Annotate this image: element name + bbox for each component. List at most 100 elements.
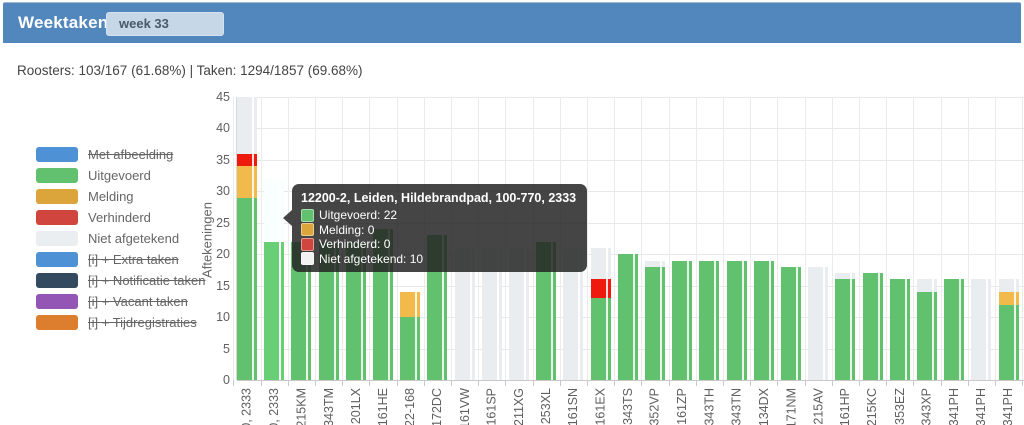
bar-segment-melding bbox=[999, 292, 1019, 305]
bar-343xp[interactable] bbox=[917, 279, 937, 380]
bar-343th[interactable] bbox=[699, 261, 719, 380]
legend-item-uitgevoerd[interactable]: Uitgevoerd bbox=[36, 168, 205, 183]
legend-item--i-vacant-taken[interactable]: [i] + Vacant taken bbox=[36, 294, 205, 309]
bar-segment-uitgevoerd bbox=[699, 261, 719, 380]
bar-341ph[interactable] bbox=[944, 279, 964, 380]
x-axis-label: 343TH bbox=[702, 388, 716, 425]
gridline-vertical bbox=[641, 97, 642, 380]
x-axis-label: 161SP bbox=[485, 388, 499, 425]
gridline-horizontal bbox=[237, 160, 1024, 161]
x-axis-label: 172DC bbox=[430, 388, 444, 425]
x-axis-label: 134DX bbox=[757, 388, 771, 425]
x-axis-label: 211XG bbox=[512, 388, 526, 425]
x-axis-label: 341PH bbox=[947, 388, 961, 425]
bar-segment-melding bbox=[237, 166, 257, 197]
bar-segment-uitgevoerd bbox=[237, 198, 257, 380]
bar-segment-uitgevoerd bbox=[863, 273, 883, 380]
bar-341ph[interactable] bbox=[971, 279, 991, 380]
x-axis-label: 215KM bbox=[294, 388, 308, 425]
bar-segment-uitgevoerd bbox=[264, 242, 284, 380]
legend-swatch bbox=[36, 294, 78, 309]
y-axis-tick-label: 10 bbox=[180, 310, 230, 324]
gridline-vertical bbox=[1022, 97, 1023, 380]
tooltip-value: Melding: 0 bbox=[319, 223, 374, 238]
x-axis-label: 343XP bbox=[920, 388, 934, 425]
tooltip-title: 12200-2, Leiden, Hildebrandpad, 100-770,… bbox=[301, 190, 576, 206]
gridline-vertical bbox=[941, 97, 942, 380]
tooltip-row-verhinderd: Verhinderd: 0 bbox=[301, 237, 576, 252]
gridline-vertical bbox=[832, 97, 833, 380]
bar-segment-niet-afgetekend bbox=[808, 267, 828, 380]
gridline-horizontal bbox=[237, 97, 1024, 98]
x-axis-label: 343TM bbox=[322, 388, 336, 425]
gridline-vertical bbox=[723, 97, 724, 380]
tooltip-swatch bbox=[301, 252, 314, 265]
legend-label: Niet afgetekend bbox=[88, 231, 179, 246]
bar-12200-2-leiden-hildebrandpad-100-770-2333[interactable] bbox=[264, 179, 284, 380]
bar-segment-melding bbox=[400, 292, 420, 317]
gridline-vertical bbox=[968, 97, 969, 380]
legend-swatch bbox=[36, 189, 78, 204]
tooltip-value: Niet afgetekend: 10 bbox=[319, 252, 423, 267]
legend-swatch bbox=[36, 168, 78, 183]
bar-215kc[interactable] bbox=[863, 273, 883, 380]
bar-343ts[interactable] bbox=[618, 254, 638, 380]
tooltip-swatch bbox=[301, 223, 314, 236]
bar-segment-uitgevoerd bbox=[400, 317, 420, 380]
bar-0-2333[interactable] bbox=[237, 97, 257, 380]
x-axis-label: 161ZP bbox=[675, 388, 689, 425]
tooltip-row-niet-afgetekend: Niet afgetekend: 10 bbox=[301, 252, 576, 267]
x-axis-label: 341PH bbox=[1002, 388, 1016, 425]
legend-label: [i] + Vacant taken bbox=[88, 294, 188, 309]
bar-segment-niet-afgetekend bbox=[971, 279, 991, 380]
gridline-vertical bbox=[777, 97, 778, 380]
y-axis-tick-label: 25 bbox=[180, 216, 230, 230]
y-axis-tick-label: 0 bbox=[180, 373, 230, 387]
bar-352vp[interactable] bbox=[645, 261, 665, 380]
tooltip-swatch bbox=[301, 238, 314, 251]
bar-segment-uitgevoerd bbox=[781, 267, 801, 380]
bar-161ex[interactable] bbox=[591, 248, 611, 380]
bar-segment-uitgevoerd bbox=[944, 279, 964, 380]
page-header: Weektaken week 33 bbox=[3, 2, 1021, 43]
x-axis-label: 201LX bbox=[349, 388, 363, 424]
x-axis-label: 343TS bbox=[621, 388, 635, 425]
tooltip-row-uitgevoerd: Uitgevoerd: 22 bbox=[301, 208, 576, 223]
legend-swatch bbox=[36, 252, 78, 267]
x-axis-label: 352VP bbox=[648, 388, 662, 425]
x-axis-label: 0, 2333 bbox=[240, 388, 254, 425]
y-axis-tick-label: 30 bbox=[180, 184, 230, 198]
legend-label: Met afbeelding bbox=[88, 147, 173, 162]
legend-label: [i] + Extra taken bbox=[88, 252, 179, 267]
bar-343tn[interactable] bbox=[727, 261, 747, 380]
x-axis-label: 253XL bbox=[539, 388, 553, 424]
bar-215av[interactable] bbox=[808, 267, 828, 380]
bar-22-168[interactable] bbox=[400, 292, 420, 380]
legend-item-niet-afgetekend[interactable]: Niet afgetekend bbox=[36, 231, 205, 246]
bar-segment-verhinderd bbox=[591, 279, 611, 298]
y-axis-tick-label: 35 bbox=[180, 153, 230, 167]
gridline-vertical bbox=[261, 97, 262, 380]
bar-161hp[interactable] bbox=[835, 273, 855, 380]
x-axis-line bbox=[237, 380, 1024, 381]
gridline-vertical bbox=[995, 97, 996, 380]
gridline-vertical bbox=[886, 97, 887, 380]
bar-353ez[interactable] bbox=[890, 279, 910, 380]
bar-segment-uitgevoerd bbox=[835, 279, 855, 380]
bar-161zp[interactable] bbox=[672, 261, 692, 380]
legend-swatch bbox=[36, 273, 78, 288]
bar-134dx[interactable] bbox=[754, 261, 774, 380]
x-axis-label: 12200-2, Leiden, Hildebrandpad, 100-770,… bbox=[267, 388, 281, 425]
bar-171nm[interactable] bbox=[781, 267, 801, 380]
legend-swatch bbox=[36, 315, 78, 330]
weektaken-page: Weektaken week 33 Roosters: 103/167 (61.… bbox=[0, 0, 1024, 425]
y-axis-tick-label: 20 bbox=[180, 247, 230, 261]
bar-segment-niet-afgetekend bbox=[264, 179, 284, 242]
y-axis-tick-label: 40 bbox=[180, 121, 230, 135]
gridline-vertical bbox=[233, 97, 234, 380]
gridline-horizontal bbox=[237, 128, 1024, 129]
x-axis-label: 161VW bbox=[458, 388, 472, 425]
bar-341ph[interactable] bbox=[999, 279, 1019, 380]
x-axis-label: 341PH bbox=[974, 388, 988, 425]
x-axis-label: 161EX bbox=[594, 388, 608, 425]
